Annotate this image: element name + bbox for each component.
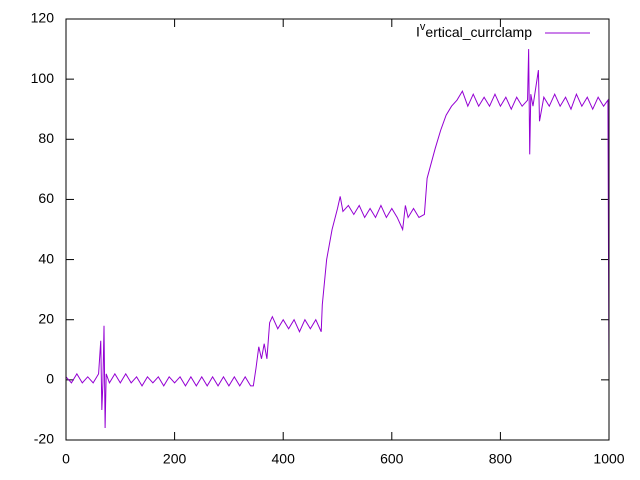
y-tick-label: 100 — [31, 70, 55, 86]
line — [65, 49, 610, 428]
y-tick-label: 0 — [46, 371, 54, 387]
y-tick-label: 40 — [38, 250, 54, 266]
x-tick-label: 200 — [163, 451, 187, 467]
x-tick-label: 0 — [62, 451, 70, 467]
x-tick-label: 800 — [489, 451, 513, 467]
y-tick-label: 20 — [38, 310, 54, 326]
x-tick-label: 600 — [380, 451, 404, 467]
y-tick-label: 80 — [38, 130, 54, 146]
legend-label: Ivertical_currclamp — [416, 21, 532, 40]
legend-sup: v — [420, 21, 426, 33]
plot-border — [65, 18, 610, 441]
y-tick-label: 120 — [31, 10, 55, 26]
y-tick-label: -20 — [34, 431, 54, 447]
x-tick-label: 1000 — [593, 451, 624, 467]
x-tick-label: 400 — [272, 451, 296, 467]
legend-rest: ertical_currclamp — [425, 24, 532, 40]
y-tick-label: 60 — [38, 190, 54, 206]
